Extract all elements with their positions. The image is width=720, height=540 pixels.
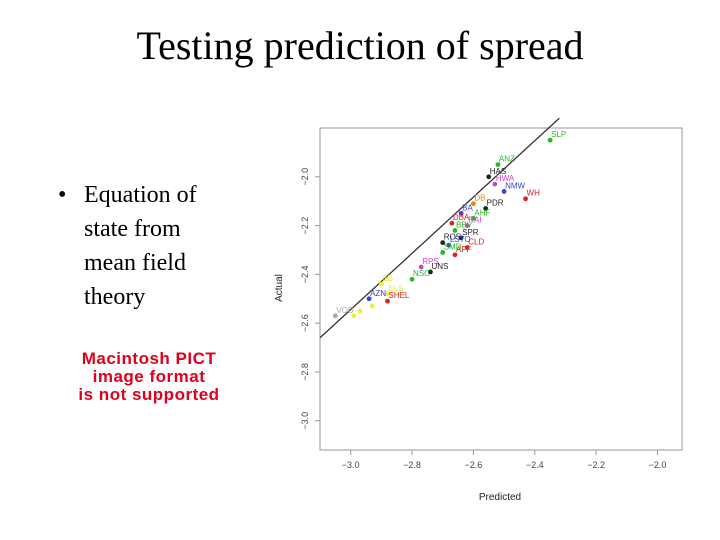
data-point bbox=[369, 303, 375, 309]
data-point bbox=[547, 137, 553, 143]
y-tick-label: −2.6 bbox=[300, 314, 310, 332]
data-point-label: RPS bbox=[422, 257, 438, 266]
data-point-label: NSC bbox=[413, 269, 430, 278]
y-tick-label: −2.2 bbox=[300, 217, 310, 235]
data-point bbox=[458, 210, 464, 216]
axis-ticks: −3.0 −2.8 −2.6 −2.4 −2.2 −2.0 −3.0 −2.8 −2.6 −2.4… bbox=[300, 168, 666, 470]
data-point bbox=[486, 174, 492, 180]
data-point-label: SMD bbox=[444, 242, 462, 251]
data-point bbox=[458, 235, 464, 241]
data-point bbox=[428, 269, 433, 275]
data-point bbox=[464, 245, 470, 250]
y-tick-label: −2.0 bbox=[300, 168, 310, 186]
y-tick-label: −3.0 bbox=[300, 412, 310, 430]
x-tick-label: −3.0 bbox=[342, 460, 360, 470]
data-point-label: CLD bbox=[468, 238, 484, 247]
x-axis-title: Predicted bbox=[479, 492, 521, 503]
x-tick-label: −2.6 bbox=[464, 460, 482, 470]
data-point-label: DBA bbox=[453, 213, 470, 222]
data-point-label: SHEL bbox=[388, 291, 409, 300]
data-point bbox=[470, 201, 476, 207]
x-tick-label: −2.4 bbox=[526, 460, 544, 470]
data-point bbox=[449, 220, 455, 226]
data-point bbox=[332, 313, 338, 319]
data-point-label: VOD bbox=[336, 306, 354, 315]
bullet-line: mean field bbox=[84, 250, 186, 276]
data-point bbox=[452, 228, 458, 233]
data-point-label: UNS bbox=[431, 262, 448, 271]
data-point bbox=[495, 162, 501, 167]
bullet-marker: • bbox=[58, 182, 67, 208]
data-point bbox=[492, 181, 498, 187]
x-tick-label: −2.8 bbox=[403, 460, 421, 470]
data-point-label: DB bbox=[474, 194, 485, 203]
y-axis-title: Actual bbox=[274, 274, 285, 302]
data-point-label: AFF bbox=[456, 245, 471, 254]
fit-line-group bbox=[319, 118, 560, 339]
data-point bbox=[440, 250, 446, 255]
data-point-label: RAI bbox=[468, 216, 481, 225]
data-point bbox=[440, 240, 446, 246]
bullet-line: theory bbox=[84, 284, 146, 310]
data-point-label: WH bbox=[527, 189, 541, 198]
pict-placeholder-line: is not supported bbox=[78, 385, 220, 404]
data-point bbox=[385, 298, 390, 304]
data-point-label: BA bbox=[462, 203, 473, 212]
x-tick-label: −2.2 bbox=[587, 460, 605, 470]
data-point bbox=[351, 313, 357, 319]
data-point-label: ANZ bbox=[499, 155, 515, 164]
data-point-label: PDR bbox=[487, 199, 504, 208]
data-point-label: HWA bbox=[496, 174, 515, 183]
pict-placeholder-line: image format bbox=[92, 367, 206, 386]
pict-placeholder-line: Macintosh PICT bbox=[81, 349, 217, 368]
data-point bbox=[357, 308, 363, 314]
bullet-text: Equation of state from mean field theory bbox=[84, 178, 254, 314]
data-point bbox=[470, 215, 476, 221]
data-point bbox=[446, 242, 452, 248]
data-point bbox=[409, 276, 415, 282]
data-point bbox=[378, 281, 384, 287]
x-tick-label: −2.0 bbox=[649, 460, 667, 470]
slide-title: Testing prediction of spread bbox=[136, 23, 584, 68]
data-point-label: HAS bbox=[490, 167, 506, 176]
y-tick-label: −2.4 bbox=[300, 265, 310, 283]
data-point-label: LSTO bbox=[450, 235, 471, 244]
data-point-label: NMW bbox=[505, 181, 525, 190]
data-point bbox=[452, 252, 458, 258]
data-point-label: BBV bbox=[456, 220, 473, 229]
data-point bbox=[523, 196, 528, 202]
fit-line bbox=[319, 118, 560, 339]
bullet-line: state from bbox=[84, 216, 181, 242]
data-point-label: SPR bbox=[462, 228, 479, 237]
data-point bbox=[385, 291, 390, 297]
data-point bbox=[501, 189, 507, 194]
data-point bbox=[464, 223, 470, 228]
data-points: SLPANZHASHWANMWWHDBPDRBAAHFDBARAIBBVSPRR… bbox=[332, 130, 566, 319]
scatter-chart: −3.0 −2.8 −2.6 −2.4 −2.2 −2.0 −3.0 −2.8 −2.6 −2.4… bbox=[274, 118, 683, 503]
bullet-line: Equation of bbox=[84, 182, 197, 208]
data-point bbox=[366, 296, 372, 302]
y-tick-label: −2.8 bbox=[300, 363, 310, 381]
data-point-label: ELS bbox=[388, 284, 403, 293]
data-point-label: AZN bbox=[370, 289, 386, 298]
data-point-label: SLP bbox=[551, 130, 566, 139]
pict-placeholder-note: Macintosh PICT image format is not suppo… bbox=[24, 350, 274, 404]
data-point-label: ROS bbox=[444, 233, 461, 242]
data-point-label: SB bbox=[382, 274, 393, 283]
data-point bbox=[418, 264, 424, 270]
data-point bbox=[483, 206, 489, 211]
plot-frame bbox=[319, 127, 683, 451]
data-point-label: AHF bbox=[474, 208, 490, 217]
